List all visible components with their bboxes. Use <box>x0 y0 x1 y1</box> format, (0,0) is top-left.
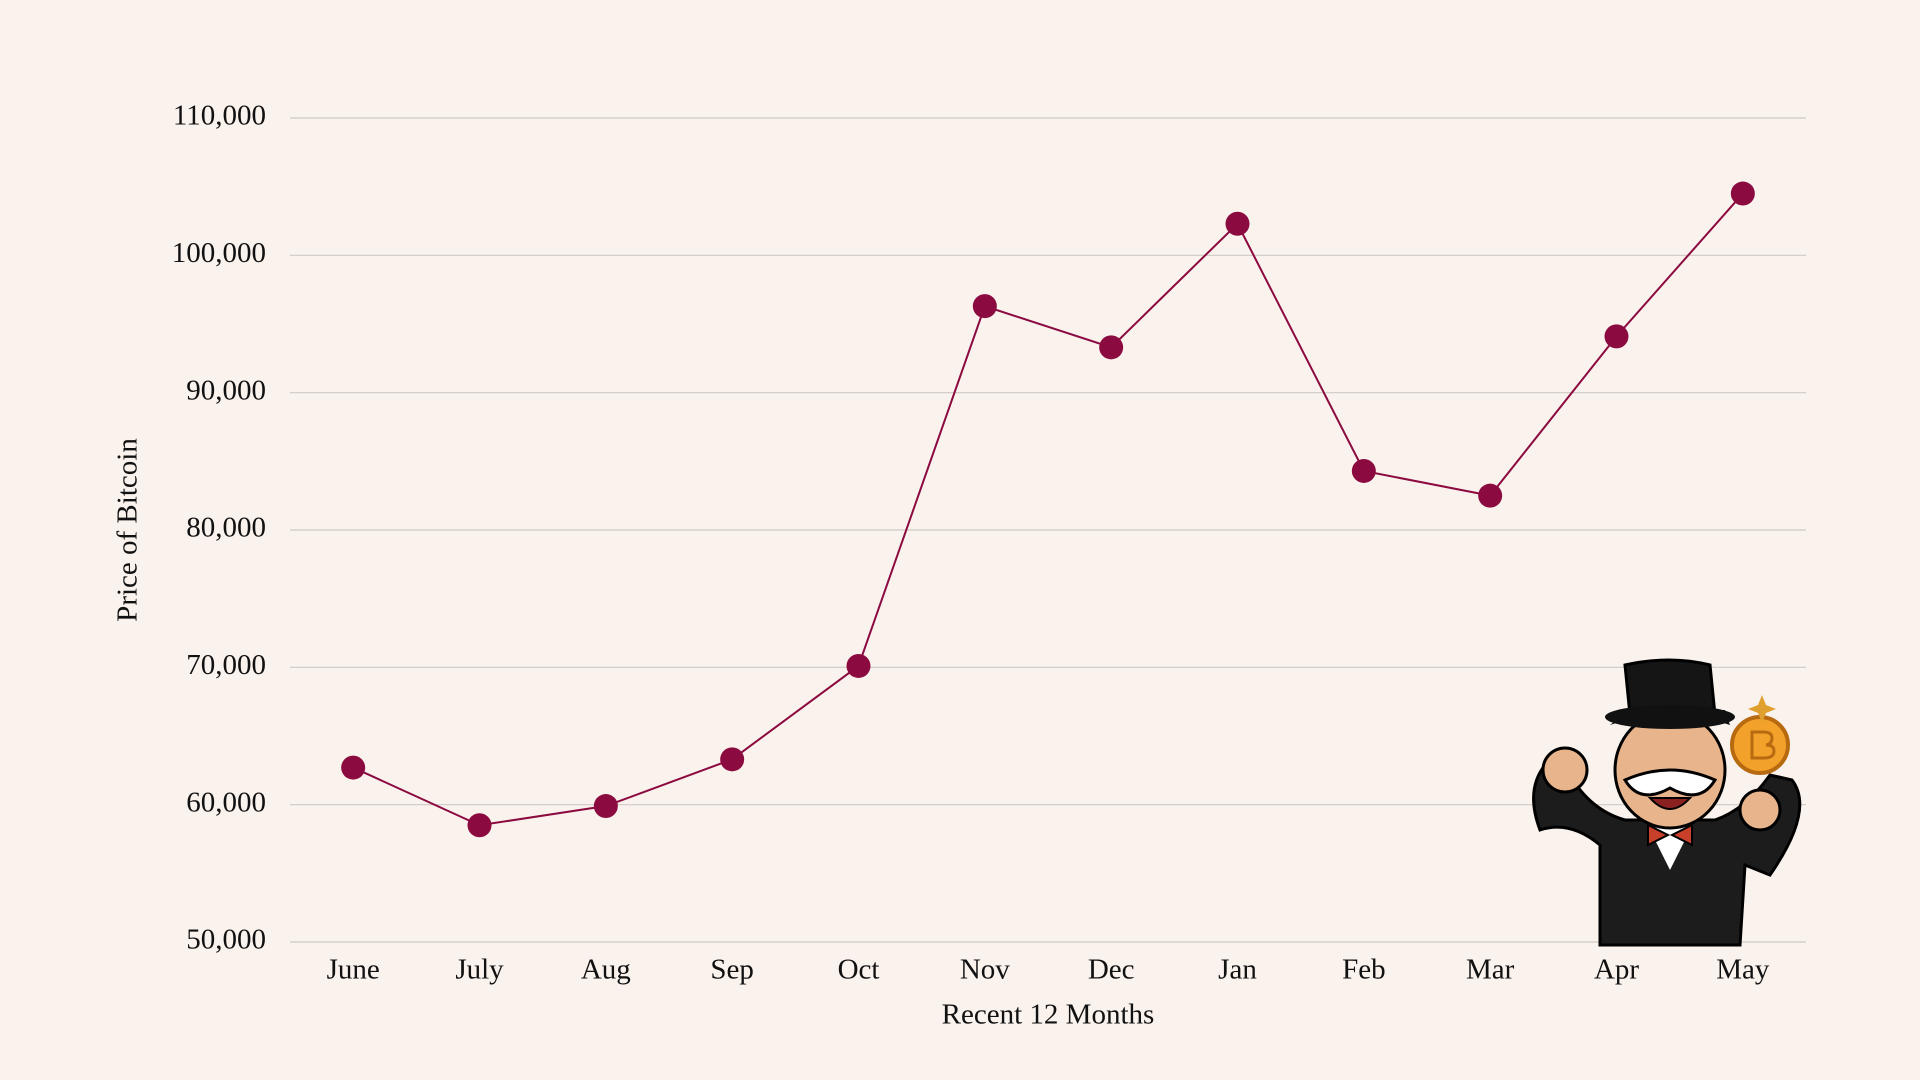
x-tick-label: May <box>1716 954 1770 986</box>
data-point <box>1225 211 1250 236</box>
grid: 50,000 60,000 70,000 80,000 90,000 100,000 110… <box>172 100 1806 956</box>
data-point <box>720 747 745 772</box>
y-tick-label: 60,000 <box>186 786 266 818</box>
x-axis-title: Recent 12 Months <box>942 999 1155 1031</box>
data-point <box>593 794 618 819</box>
y-tick-label: 110,000 <box>173 100 266 132</box>
y-tick-label: 80,000 <box>186 512 266 544</box>
y-tick-label: 100,000 <box>172 237 266 269</box>
plot: June July Aug Sep Oct Nov Dec Jan Feb Mar Apr May <box>327 181 1770 986</box>
x-tick-label: Feb <box>1342 954 1386 986</box>
data-point <box>341 755 366 780</box>
x-tick-label: Apr <box>1594 954 1639 986</box>
x-tick-label: Aug <box>581 954 631 986</box>
data-point <box>1478 483 1503 508</box>
y-tick-label: 50,000 <box>186 924 266 956</box>
data-point <box>972 294 997 319</box>
x-tick-label: Sep <box>710 954 754 986</box>
x-tick-label: July <box>455 954 504 986</box>
data-point <box>846 653 871 678</box>
data-line <box>352 192 1744 827</box>
x-tick-label: Dec <box>1088 954 1135 986</box>
y-tick-label: 70,000 <box>186 649 266 681</box>
y-tick-label: 90,000 <box>186 374 266 406</box>
x-tick-label: Oct <box>838 954 880 986</box>
x-tick-label: Nov <box>960 954 1010 986</box>
data-point <box>1730 181 1755 206</box>
data-point <box>467 813 492 838</box>
mascot <box>1532 658 1802 947</box>
x-tick-label: Jan <box>1218 954 1257 986</box>
y-axis-title: Price of Bitcoin <box>112 438 144 622</box>
x-tick-label: Mar <box>1466 954 1515 986</box>
data-point <box>1351 458 1376 483</box>
x-tick-label: June <box>327 954 380 986</box>
data-point <box>1604 324 1629 349</box>
data-point <box>1099 335 1124 360</box>
